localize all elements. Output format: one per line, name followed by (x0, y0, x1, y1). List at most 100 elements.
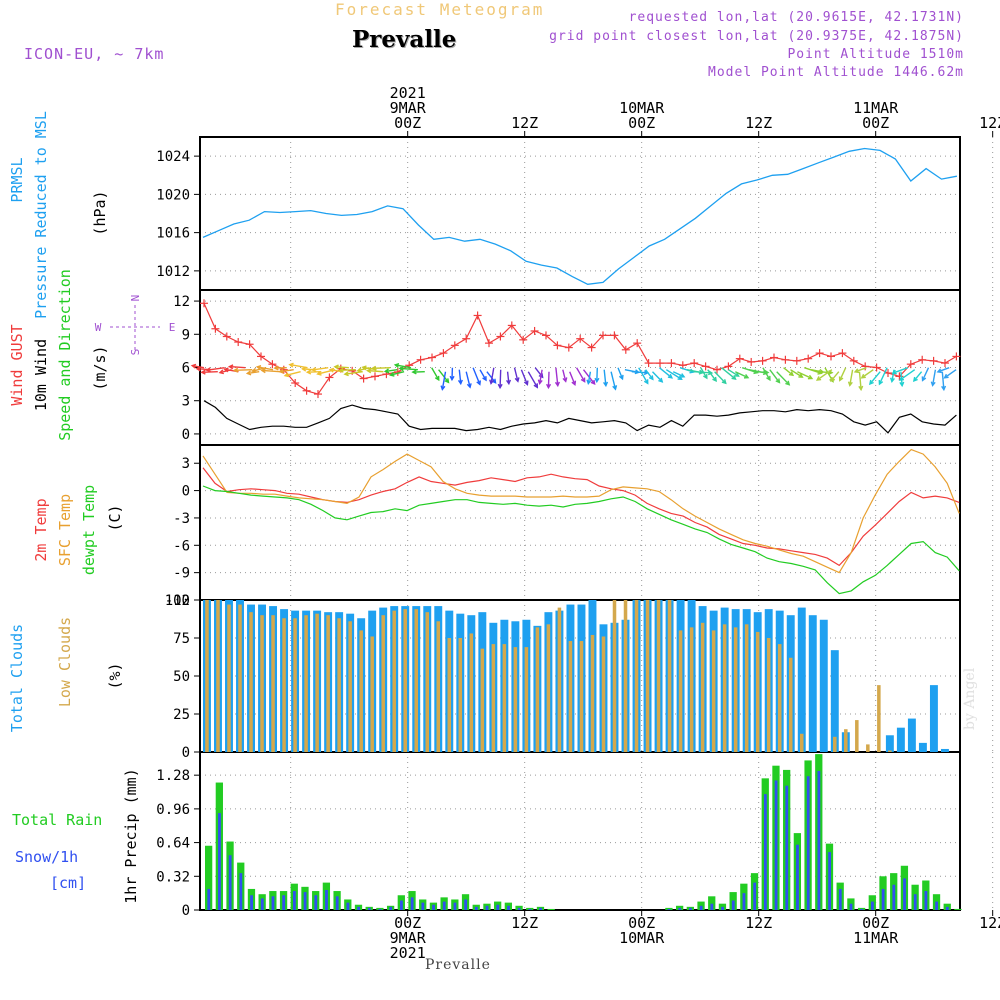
total-cloud-bar (885, 735, 894, 752)
wind-arrow-head (457, 379, 463, 386)
compass-n: N (129, 295, 142, 302)
wind-arrow-head (444, 378, 450, 384)
y-tick-label: 0 (182, 903, 190, 919)
rain-bar (547, 908, 555, 910)
wind-arrow (555, 367, 559, 386)
gust-marker (325, 373, 334, 382)
low-cloud-bar (359, 630, 363, 752)
wind-arrow-head (594, 377, 600, 384)
wind-arrow (762, 367, 771, 381)
total-cloud-bar (797, 607, 806, 752)
low-cloud-bar (304, 615, 308, 752)
wind-arrow-head (328, 367, 335, 373)
wind-arrow-head (815, 376, 822, 381)
rain-bar (943, 903, 951, 910)
wind-arrow (617, 367, 624, 380)
wind-arrow (587, 371, 592, 384)
gust-marker (234, 338, 243, 347)
wind-arrow (367, 369, 384, 373)
wind-arrow (499, 369, 502, 388)
low-cloud-bar (381, 615, 385, 752)
low-cloud-bar (414, 609, 419, 752)
snow-bar (260, 898, 264, 910)
low-cloud-bar (656, 600, 661, 752)
low-cloud-bar (601, 636, 606, 752)
gust-marker (713, 365, 721, 374)
low-cloud-bar (579, 641, 584, 752)
wind-arrow-head (899, 381, 905, 388)
wind-arrow (506, 371, 510, 384)
rain-label: Total Rain (12, 811, 102, 829)
wind-arrow-head (310, 366, 317, 373)
wind-arrow-head (860, 373, 866, 379)
gust-marker (918, 355, 927, 364)
wind-arrow-head (830, 376, 836, 383)
panel-frame (199, 444, 961, 601)
snow-bar (207, 888, 211, 910)
gust-marker (952, 352, 961, 361)
low-cloud-bar (755, 631, 760, 752)
snow-bar (282, 895, 286, 910)
total-cloud-bar (940, 748, 949, 752)
wind-arrow (944, 369, 957, 379)
wind-arrow-head (223, 367, 229, 373)
y-tick-label: 6 (182, 361, 190, 377)
snow-bar (464, 899, 468, 910)
wind-arrow-head (489, 379, 495, 385)
gust-marker (473, 311, 482, 320)
wind-arrow (707, 369, 717, 382)
wind-arrow (899, 369, 916, 381)
gust-marker (747, 357, 756, 366)
gust-marker (804, 354, 813, 363)
low-cloud-bar (667, 600, 672, 752)
snow-bar (806, 776, 810, 910)
temp-unit: (C) (106, 504, 124, 531)
wind-arrow-head (766, 375, 771, 382)
wind-arrow-head (807, 374, 814, 380)
low-cloud-bar (524, 647, 529, 752)
wind-arrow (465, 371, 471, 388)
rain-bar (697, 901, 705, 910)
gust-marker (371, 372, 379, 381)
low-cloud-bar (866, 744, 870, 752)
wind-arrow (610, 371, 617, 390)
low-cloud-bar (337, 618, 341, 752)
wind-line (203, 400, 957, 434)
wind-arrow-head (205, 367, 211, 373)
gust-marker (564, 343, 573, 352)
wind-arrow (858, 371, 862, 390)
wind-arrow-head (643, 379, 649, 385)
wind-unit: (m/s) (91, 345, 109, 390)
gust-label: Wind GUST (8, 324, 26, 405)
wind-arrow (344, 371, 363, 375)
snow-bar (528, 908, 532, 910)
wind-arrow-head (255, 364, 262, 370)
dewpt-label: dewpt Temp (80, 485, 98, 575)
y-tick-label: 0.96 (156, 802, 190, 818)
snow-bar (849, 903, 853, 910)
gust-line (203, 303, 957, 395)
wind-arrow (513, 367, 519, 382)
gust-marker (416, 355, 425, 364)
wind-arrow-head (930, 381, 936, 387)
gust-marker (701, 362, 710, 371)
rain-bar (954, 908, 962, 910)
wind-arrow-head (190, 363, 197, 369)
y-tick-label: 0 (182, 427, 190, 443)
gust-marker (268, 360, 277, 369)
total-cloud-bar (907, 718, 916, 752)
gust-marker (428, 353, 436, 362)
time-label-top: 12Z (511, 114, 538, 132)
wind-arrow-head (721, 379, 727, 385)
low-cloud-bar (711, 630, 716, 752)
wind-direction-arrows (190, 362, 957, 392)
low-cloud-bar (260, 615, 264, 752)
rain-bar (708, 896, 716, 910)
wind-arrow (941, 371, 945, 390)
wind-arrow-head (743, 373, 750, 379)
y-tick-label: 0 (182, 484, 190, 500)
time-label-bottom: 00Z (862, 914, 889, 932)
gust-marker (610, 331, 619, 340)
wind-arrow (658, 367, 673, 379)
time-label-bottom: 12Z (979, 914, 1000, 932)
